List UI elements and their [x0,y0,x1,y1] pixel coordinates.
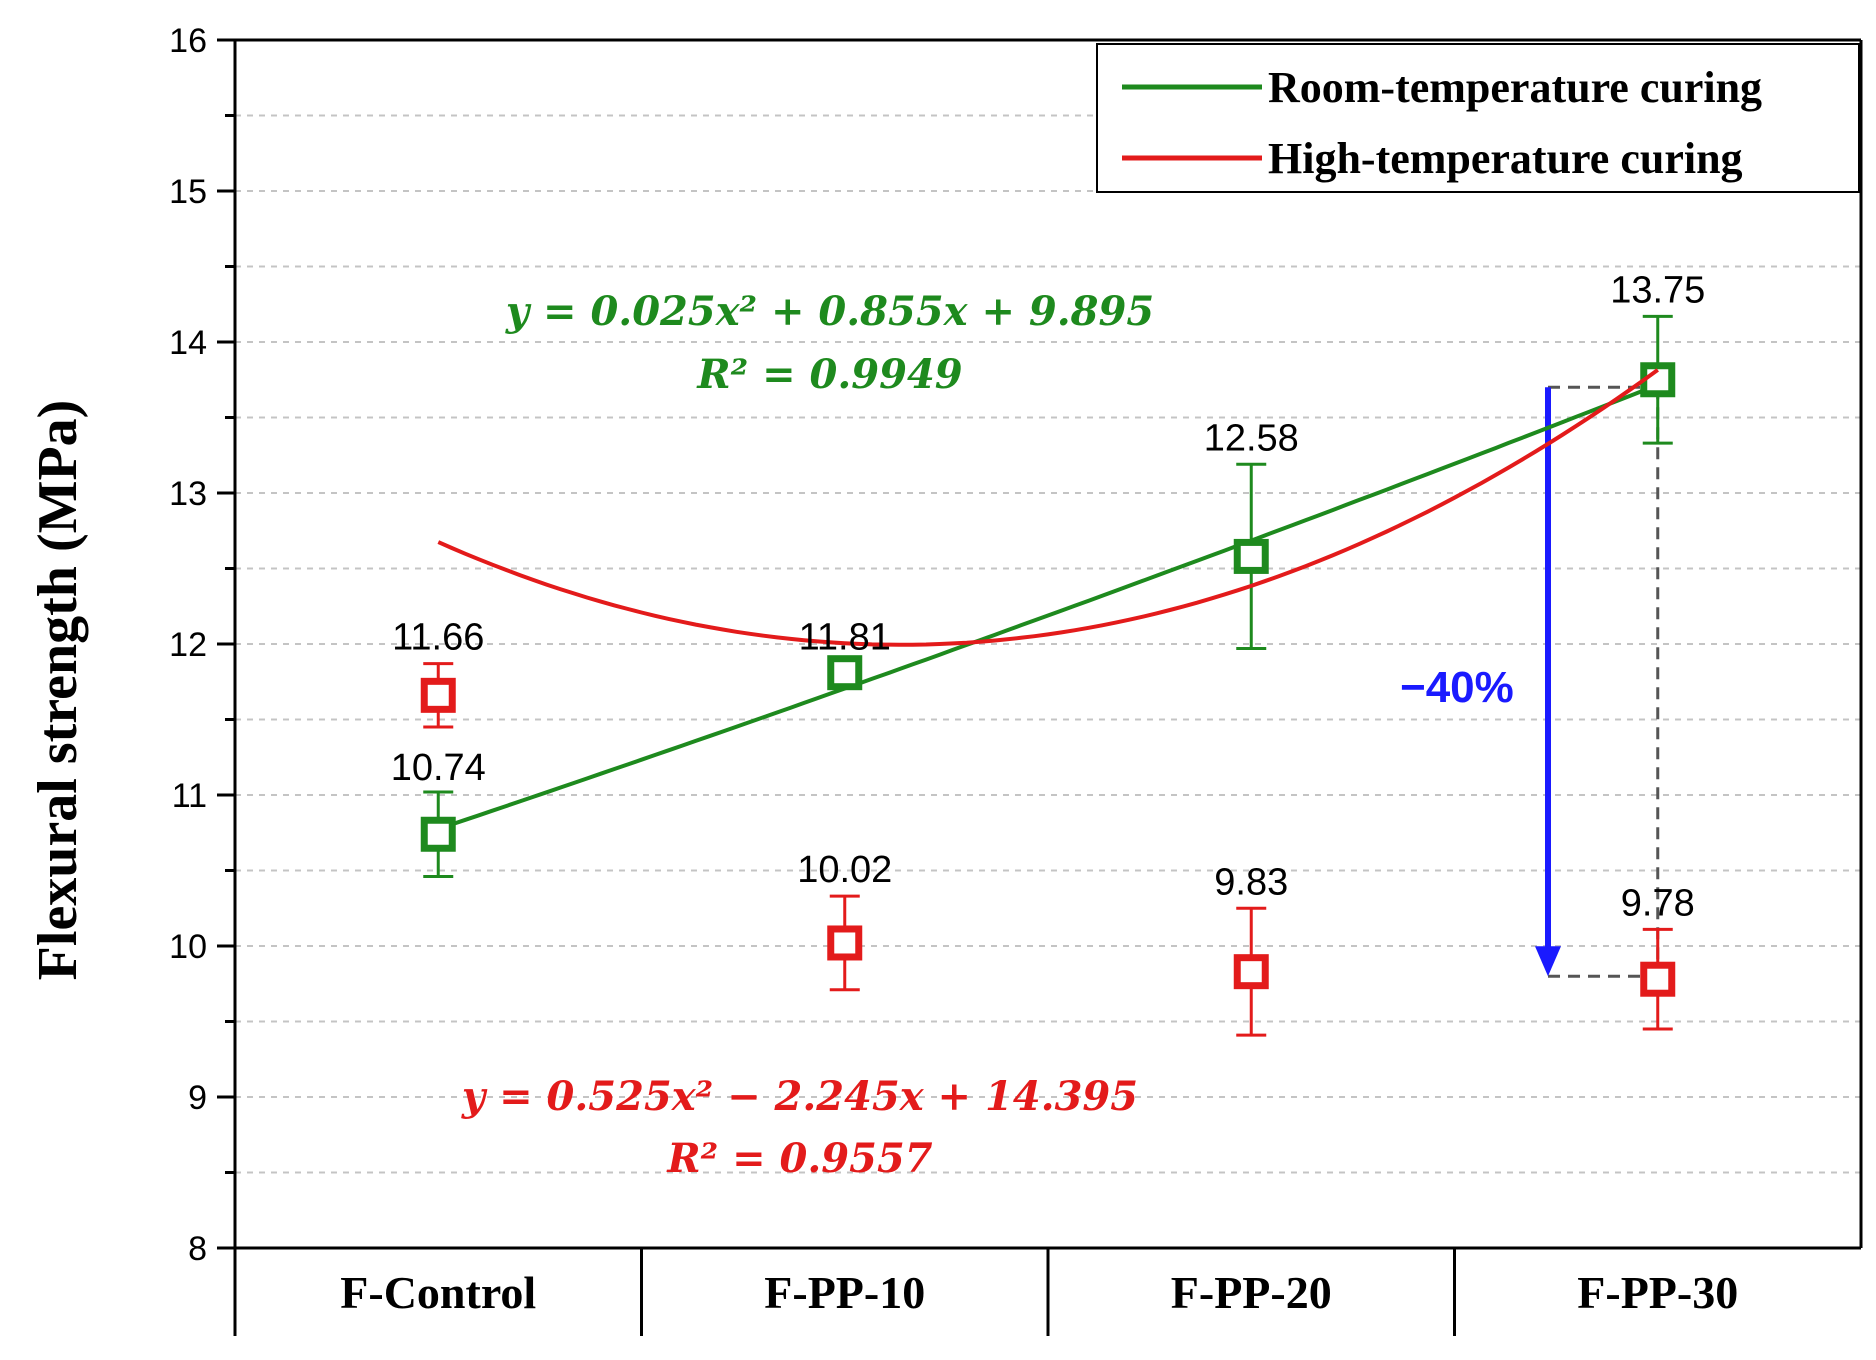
data-value-label: 11.81 [799,617,891,659]
y-tick-label: 12 [169,626,207,664]
room-temperature-r-squared: R² = 0.9949 [696,351,962,398]
y-tick-label: 15 [169,173,207,211]
y-tick-label: 14 [169,324,207,362]
data-point-marker [1640,961,1676,997]
legend: Room-temperature curing High-temperature… [1096,43,1860,193]
legend-label-room-temperature: Room-temperature curing [1268,63,1762,112]
data-value-label: 10.02 [797,849,892,891]
reduction-percent-label: −40% [1400,663,1514,712]
data-value-label: 10.74 [391,747,486,789]
y-tick-label: 10 [169,928,207,966]
y-tick-label: 8 [188,1230,207,1268]
data-point-marker [420,816,456,852]
data-point-marker [1233,954,1269,990]
data-point-marker [1233,538,1269,574]
room-temperature-fit-equation: y = 0.025x² + 0.855x + 9.895 [505,288,1154,335]
data-labels: 10.74 11.81 12.58 13.75 11.66 10.02 9.83 9.78 [391,269,1706,924]
data-value-label: 9.78 [1621,882,1695,924]
x-category-label: F-Control [340,1267,536,1318]
high-temperature-r-squared: R² = 0.9557 [666,1135,932,1182]
data-value-label: 12.58 [1204,417,1299,459]
y-tick-label: 16 [169,22,207,60]
x-category-label: F-PP-20 [1171,1267,1332,1318]
axes: 8 9 10 11 12 13 14 15 16 F-Control F-PP-10 F-PP-20 F… [169,22,1863,1336]
data-point-marker [420,677,456,713]
x-category-label: F-PP-30 [1577,1267,1738,1318]
y-tick-label: 13 [169,475,207,513]
fit-curve [437,383,1659,831]
reduction-annotation [1535,385,1660,978]
y-tick-label: 11 [172,777,207,815]
data-value-label: 11.66 [392,617,484,659]
fit-curve [437,368,1659,647]
data-value-label: 13.75 [1610,269,1705,311]
data-point-marker [827,655,863,691]
legend-label-high-temperature: High-temperature curing [1268,134,1743,183]
y-tick-label: 9 [188,1079,207,1117]
fit-equations: y = 0.025x² + 0.855x + 9.895 R² = 0.9949… [461,288,1154,1182]
data-value-label: 9.83 [1214,861,1288,903]
legend-box [1096,43,1860,193]
y-axis-label: Flexural strength (MPa) [27,400,89,981]
high-temperature-fit-equation: y = 0.525x² − 2.245x + 14.395 [461,1073,1138,1120]
reduction-arrow-head [1535,946,1561,977]
data-point-marker [827,925,863,961]
series [420,314,1676,1037]
x-category-label: F-PP-10 [764,1267,925,1318]
